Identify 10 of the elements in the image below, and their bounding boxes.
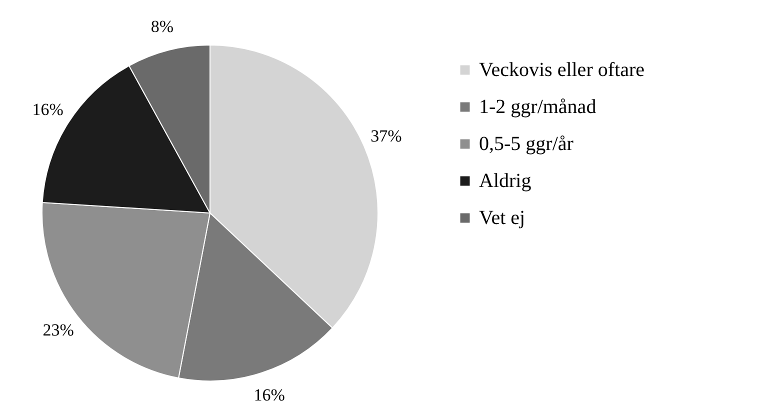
data-label: 8% [150,17,174,36]
legend-label: Veckovis eller oftare [479,59,645,81]
legend-label: 1-2 ggr/månad [479,96,596,118]
data-label: 16% [254,386,285,401]
legend-label: Vet ej [479,207,526,229]
data-label: 23% [42,320,74,340]
legend-label: 0,5-5 ggr/år [479,133,574,155]
data-label: 16% [32,100,64,120]
legend-label: Aldrig [479,170,532,192]
data-label: 37% [370,126,402,146]
